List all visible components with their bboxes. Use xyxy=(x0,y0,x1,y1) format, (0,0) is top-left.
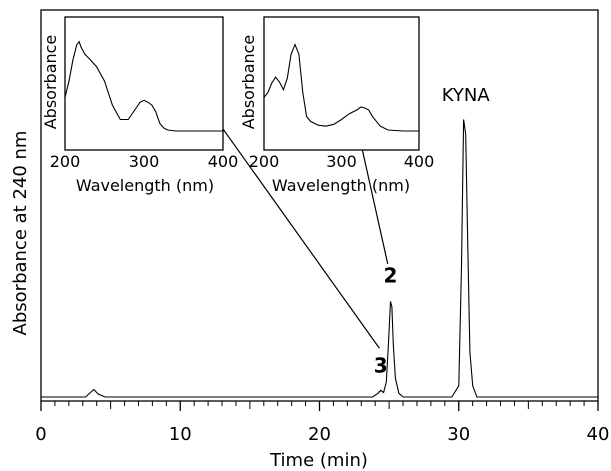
inset-1-spectrum-trace xyxy=(64,40,223,132)
inset-x-tick-label: 200 xyxy=(249,152,280,171)
x-tick-label: 40 xyxy=(587,424,610,445)
main-x-axis-label: Time (min) xyxy=(269,450,368,471)
peak-number-label: 3 xyxy=(374,354,388,378)
inset-x-tick-label: 200 xyxy=(50,152,81,171)
inset-spectrum-1: 200 300 400 Wavelength (nm) Absorbance xyxy=(41,16,239,195)
inset-1-frame xyxy=(64,16,224,151)
x-tick-label: 30 xyxy=(447,424,470,445)
peak-name-label: KYNA xyxy=(442,85,491,106)
inset-1-tick-labels: 200 300 400 xyxy=(50,152,239,171)
inset-x-tick-label: 300 xyxy=(129,152,160,171)
inset-2-frame xyxy=(263,16,420,151)
annotation-arrow xyxy=(209,110,380,349)
peak-number-label: 2 xyxy=(384,264,398,288)
inset-x-tick-label: 400 xyxy=(208,152,239,171)
x-tick-label: 20 xyxy=(308,424,331,445)
main-x-ticks xyxy=(40,401,599,411)
inset-1-x-axis-label: Wavelength (nm) xyxy=(76,176,214,195)
inset-1-y-axis-label: Absorbance xyxy=(41,35,60,130)
main-x-tick-labels: 0 10 20 30 40 xyxy=(35,424,609,445)
inset-2-spectrum-trace xyxy=(263,43,419,132)
inset-2-tick-labels: 200 300 400 xyxy=(249,152,435,171)
main-y-axis-label: Absorbance at 240 nm xyxy=(10,131,31,336)
x-tick-label: 0 xyxy=(35,424,46,445)
x-tick-label: 10 xyxy=(169,424,192,445)
inset-x-tick-label: 400 xyxy=(404,152,435,171)
inset-2-y-axis-label: Absorbance xyxy=(239,35,258,130)
peak-annotations: KYNA 2 3 xyxy=(374,85,491,378)
chromatogram-trace xyxy=(41,119,598,398)
inset-2-x-axis-label: Wavelength (nm) xyxy=(272,176,410,195)
inset-x-tick-label: 300 xyxy=(326,152,357,171)
inset-spectrum-2: 200 300 400 Wavelength (nm) Absorbance xyxy=(239,16,435,195)
